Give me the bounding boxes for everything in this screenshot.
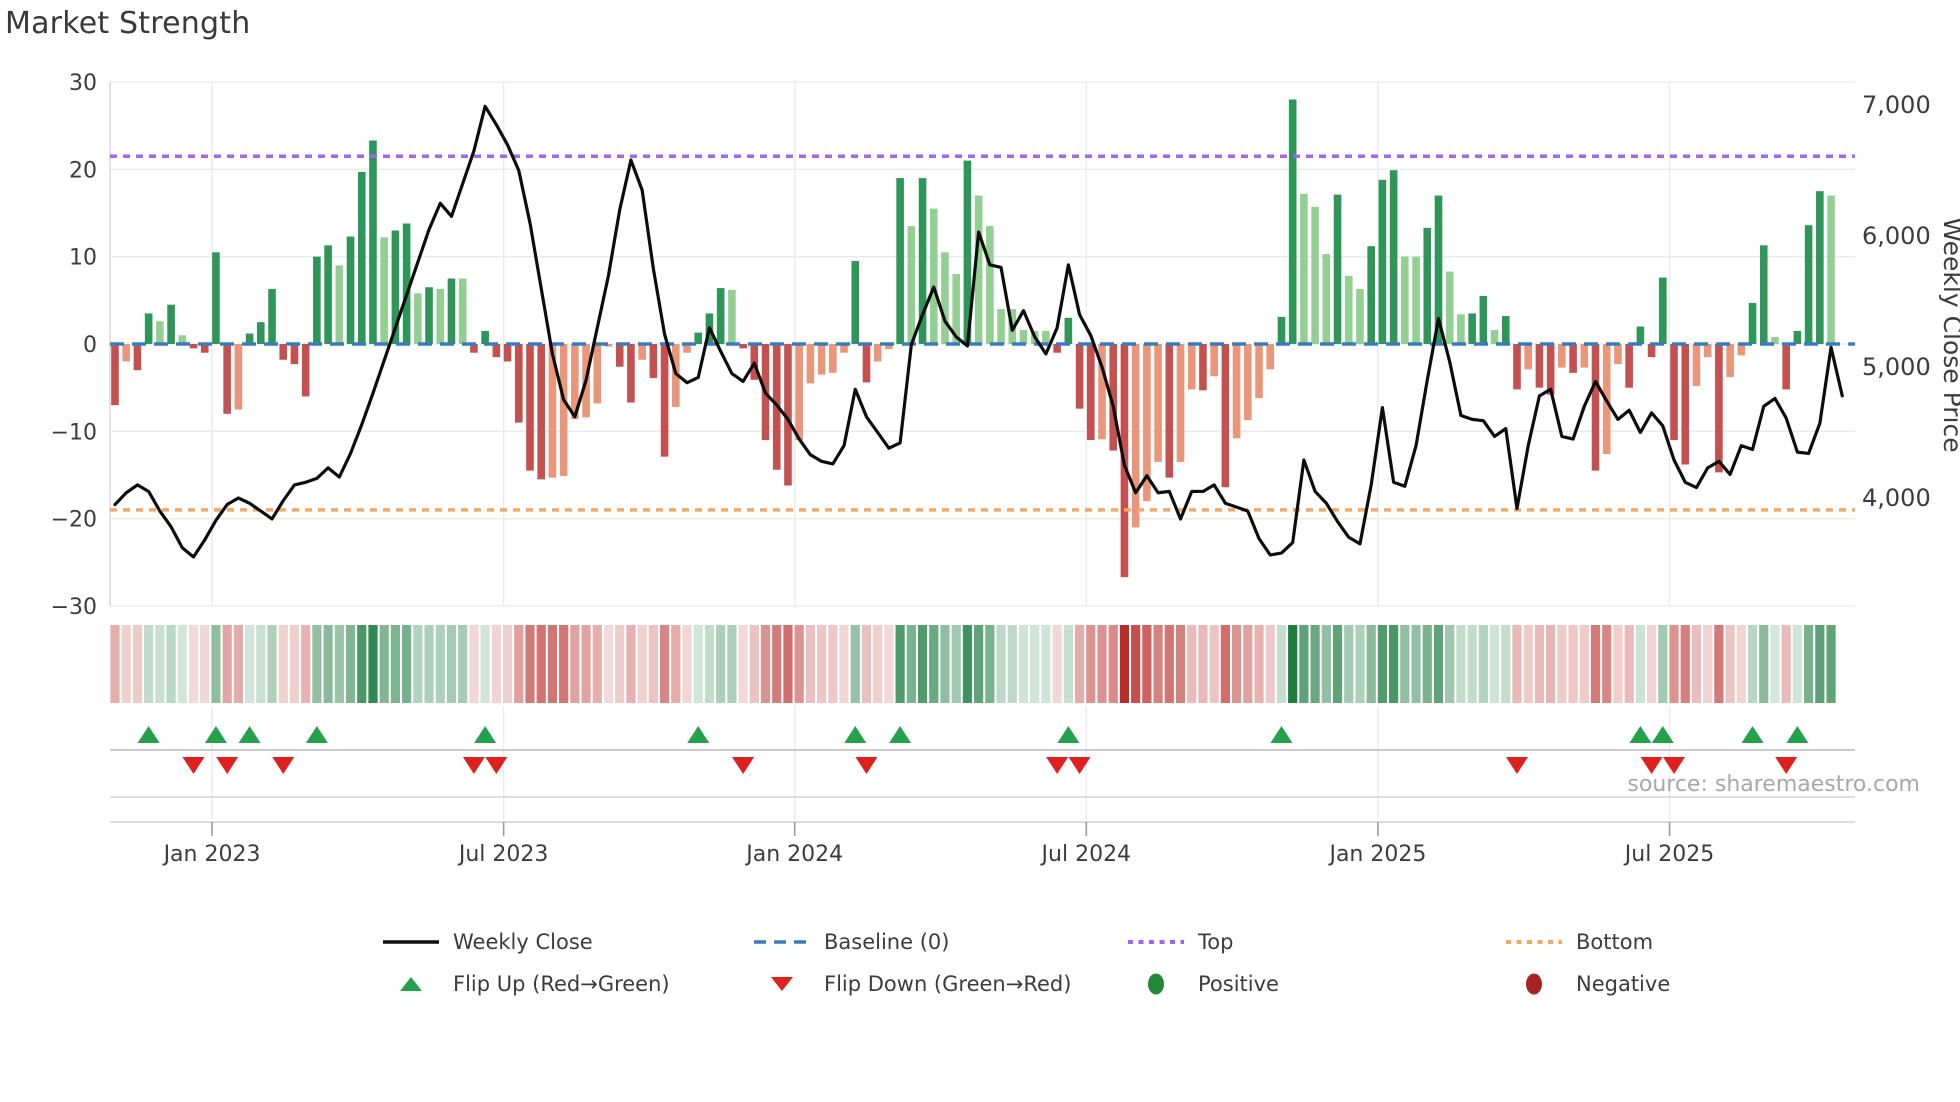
legend-label: Positive [1198, 972, 1279, 996]
svg-text:7,000: 7,000 [1862, 91, 1931, 119]
flip-up-marker [687, 726, 710, 743]
flip-down-marker [1640, 757, 1663, 774]
flip-up-marker [1741, 726, 1764, 743]
svg-text:Jul 2024: Jul 2024 [1040, 842, 1132, 867]
flip-down-marker [1046, 757, 1069, 774]
svg-text:10: 10 [69, 246, 97, 271]
page-title: Market Strength [5, 6, 251, 41]
flip-down-marker [462, 757, 485, 774]
svg-text:Jan 2023: Jan 2023 [162, 842, 261, 867]
legend-label: Baseline (0) [824, 930, 950, 954]
price-line [113, 104, 1844, 559]
svg-text:Jul 2025: Jul 2025 [1623, 842, 1715, 867]
legend-item-flip-down: Flip Down (Green→Red) [753, 969, 1071, 999]
dotted-line-purple-icon [1127, 933, 1185, 951]
positive-dot-icon [1127, 972, 1185, 996]
line-sample-icon [382, 933, 440, 951]
heatmap-strip [110, 625, 1836, 703]
legend-label: Negative [1576, 972, 1671, 996]
legend-label: Weekly Close [453, 930, 593, 954]
flip-up-marker [1270, 726, 1293, 743]
legend-item-bottom: Bottom [1505, 927, 1653, 957]
svg-text:20: 20 [69, 158, 97, 183]
bottom-axis [110, 796, 1855, 836]
legend-item-negative: Negative [1505, 969, 1670, 999]
triangle-down-icon [753, 974, 811, 994]
flip-up-marker [474, 726, 497, 743]
x-axis-labels: Jan 2023 Jul 2023 Jan 2024 Jul 2024 Jan 2025… [162, 842, 1715, 867]
flip-up-marker [1057, 726, 1080, 743]
flip-down-markers [182, 757, 1798, 774]
svg-text:0: 0 [83, 333, 97, 358]
flip-up-marker [238, 726, 261, 743]
svg-text:Jul 2023: Jul 2023 [457, 842, 549, 867]
legend-label: Flip Down (Green→Red) [824, 972, 1072, 996]
svg-text:source: sharemaestro.com: source: sharemaestro.com [1627, 772, 1920, 797]
legend-item-top: Top [1127, 927, 1233, 957]
flip-up-marker [305, 726, 328, 743]
flip-down-marker [1775, 757, 1798, 774]
dashed-line-icon [753, 933, 811, 951]
legend-label: Top [1198, 930, 1234, 954]
flip-down-marker [1068, 757, 1091, 774]
svg-text:−20: −20 [51, 508, 97, 533]
legend-label: Flip Up (Red→Green) [453, 972, 670, 996]
svg-text:5,000: 5,000 [1862, 353, 1931, 381]
flip-down-marker [272, 757, 295, 774]
svg-text:30: 30 [69, 71, 97, 96]
svg-text:−30: −30 [51, 595, 97, 620]
flip-down-marker [485, 757, 508, 774]
flip-down-marker [216, 757, 239, 774]
svg-text:Jan 2025: Jan 2025 [1327, 842, 1426, 867]
svg-text:−10: −10 [51, 420, 97, 445]
flip-down-marker [1663, 757, 1686, 774]
flip-down-marker [732, 757, 755, 774]
legend-item-positive: Positive [1127, 969, 1279, 999]
flip-down-marker [182, 757, 205, 774]
flip-up-marker [889, 726, 912, 743]
flip-up-marker [204, 726, 227, 743]
flip-up-marker [1786, 726, 1809, 743]
flip-down-marker [855, 757, 878, 774]
flip-down-marker [1506, 757, 1528, 774]
legend-item-weekly-close: Weekly Close [382, 927, 593, 957]
svg-text:6,000: 6,000 [1862, 222, 1931, 250]
flip-up-marker [1651, 726, 1674, 743]
flip-up-marker [1629, 726, 1652, 743]
legend-item-flip-up: Flip Up (Red→Green) [382, 969, 670, 999]
legend-item-baseline: Baseline (0) [753, 927, 949, 957]
svg-text:Jan 2024: Jan 2024 [744, 842, 843, 867]
svg-text:Weekly Close Price: Weekly Close Price [1938, 217, 1960, 452]
negative-dot-icon [1505, 972, 1563, 996]
flip-up-marker [844, 726, 867, 743]
right-axis-title: Weekly Close Price [1938, 217, 1960, 452]
right-axis-labels: 7,000 6,000 5,000 4,000 [1862, 91, 1931, 512]
source-text: source: sharemaestro.com [1627, 772, 1920, 797]
legend-label: Bottom [1576, 930, 1654, 954]
vertical-gridlines [211, 82, 1671, 820]
strength-bars [111, 99, 1835, 578]
svg-text:4,000: 4,000 [1862, 484, 1931, 512]
dotted-line-orange-icon [1505, 933, 1563, 951]
flip-up-marker [137, 726, 160, 743]
flip-up-markers [137, 726, 1809, 743]
left-axis-labels: 30 20 10 0 −10 −20 −30 [51, 71, 97, 620]
triangle-up-icon [382, 974, 440, 994]
